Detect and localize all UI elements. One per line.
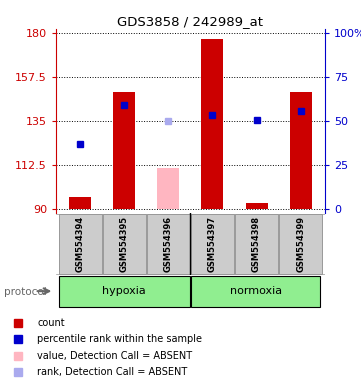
Text: percentile rank within the sample: percentile rank within the sample [37,334,202,344]
Bar [290,91,312,209]
Bar [279,214,322,274]
Bar [69,197,91,209]
Bar [191,214,234,274]
Text: GSM554397: GSM554397 [208,216,217,272]
Text: hypoxia: hypoxia [103,286,146,296]
Text: GSM554398: GSM554398 [252,216,261,272]
Bar [201,39,223,209]
Bar [245,203,268,209]
Text: protocol: protocol [4,287,46,297]
Bar [113,91,135,209]
Bar [58,214,102,274]
Title: GDS3858 / 242989_at: GDS3858 / 242989_at [117,15,264,28]
Text: GSM554395: GSM554395 [120,216,129,272]
Text: count: count [37,318,65,328]
Text: GSM554396: GSM554396 [164,216,173,272]
Bar [157,168,179,209]
Bar [58,276,190,307]
Bar [147,214,190,274]
Text: value, Detection Call = ABSENT: value, Detection Call = ABSENT [37,351,192,361]
Text: GSM554399: GSM554399 [296,216,305,272]
Bar [235,214,278,274]
Text: GSM554394: GSM554394 [76,216,85,272]
Bar [103,214,146,274]
Bar [191,276,321,307]
Text: normoxia: normoxia [231,286,283,296]
Text: rank, Detection Call = ABSENT: rank, Detection Call = ABSENT [37,367,187,377]
